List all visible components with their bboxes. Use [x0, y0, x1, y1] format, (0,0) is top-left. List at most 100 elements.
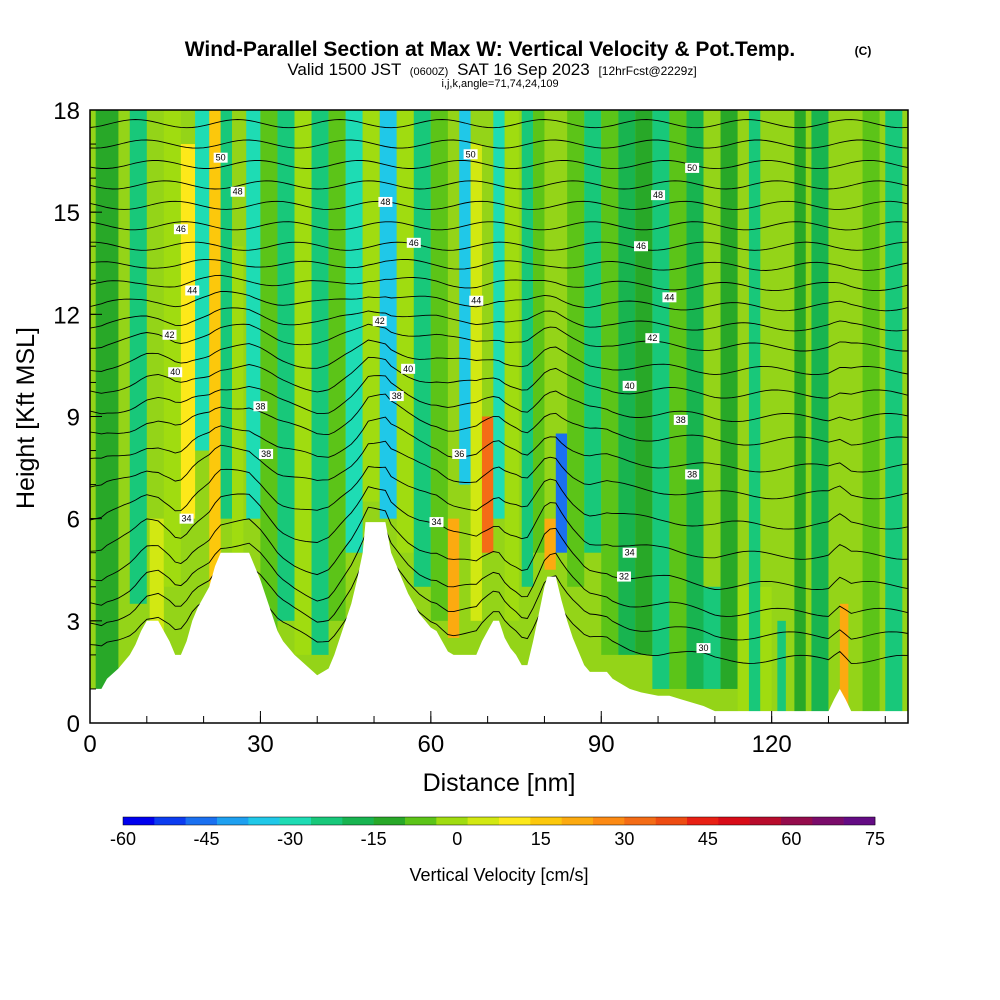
velocity-cell: [459, 110, 471, 485]
theta-contour-line: [90, 526, 908, 617]
colorbar-swatch: [467, 817, 500, 825]
contour-label-box: [213, 152, 228, 163]
colorbar: -60 -45 -30 -15 0 15 30 45 60 75: [110, 816, 885, 849]
theta-contour-line: [90, 339, 908, 376]
velocity-cell: [760, 586, 772, 713]
x-axis-title: Distance [nm]: [423, 769, 576, 797]
theta-contour-line: [90, 466, 908, 530]
y-tick-label: 3: [67, 609, 80, 636]
velocity-cell: [149, 518, 164, 638]
forecast-info: [12hrFcst@2229z]: [598, 64, 696, 78]
contour-label: 40: [403, 364, 413, 374]
contour-label-box: [662, 292, 677, 303]
colorbar-swatch: [593, 817, 625, 825]
x-tick-label: 60: [417, 731, 444, 758]
y-tick-label: 9: [67, 405, 80, 432]
contour-label-box: [185, 285, 200, 296]
colorbar-swatch: [311, 817, 343, 825]
velocity-cell: [862, 110, 880, 713]
contour-label-box: [673, 414, 688, 425]
velocity-cell: [95, 110, 119, 723]
contour-label: 38: [392, 391, 402, 401]
colorbar-tick-label: -60: [110, 829, 136, 849]
colorbar-swatch: [217, 817, 249, 825]
velocity-cell: [246, 110, 261, 519]
contour-label-box: [696, 643, 711, 654]
contour-label-box: [378, 196, 393, 207]
contour-label: 34: [625, 548, 635, 558]
theta-contour-line: [90, 375, 908, 423]
plot-area: 50 50 50 48 48 48 46 46 46 44 44 44 42 42 42 40 40 40 38 38…: [90, 110, 908, 723]
colorbar-swatch: [405, 817, 437, 825]
contour-label: 50: [466, 149, 476, 159]
theta-contour-line: [90, 200, 908, 210]
colorbar-swatch: [154, 817, 186, 825]
colorbar-tick-label: 45: [698, 829, 718, 849]
velocity-cell: [839, 603, 849, 713]
velocity-cell: [635, 110, 653, 655]
y-tick-label: 6: [67, 507, 80, 534]
contour-label-box: [372, 316, 387, 327]
y-tick-label: 12: [53, 302, 80, 329]
contour-label-box: [406, 237, 421, 248]
contour-label-box: [645, 333, 660, 344]
terrain: [90, 522, 908, 723]
contour-label: 32: [619, 572, 629, 582]
contour-label-box: [685, 162, 700, 173]
contour-label: 50: [216, 153, 226, 163]
velocity-cell: [277, 110, 295, 621]
contour-label-box: [622, 380, 637, 391]
theta-contour-line: [90, 291, 908, 312]
contour-label: 42: [375, 316, 385, 326]
colorbar-swatch: [248, 817, 280, 825]
contour-label-box: [463, 149, 478, 160]
y-axis-title: Height [Kft MSL]: [12, 327, 40, 509]
colorbar-swatch: [843, 817, 876, 825]
velocity-cell: [652, 110, 670, 689]
colorbar-swatch: [718, 817, 750, 825]
velocity-cell: [533, 110, 545, 553]
contour-label: 50: [687, 163, 697, 173]
velocity-cell: [555, 433, 568, 553]
colorbar-tick-label: 75: [865, 829, 885, 849]
colorbar-tick-label: -15: [361, 829, 387, 849]
x-tick-label: 90: [588, 731, 615, 758]
colorbar-tick-label: 0: [452, 829, 462, 849]
velocity-cell: [447, 518, 460, 638]
y-tick-label: 15: [53, 200, 80, 227]
velocity-cell: [737, 586, 749, 713]
contour-label: 48: [233, 187, 243, 197]
colorbar-swatch: [499, 817, 531, 825]
velocity-cell: [777, 620, 786, 713]
velocity-cell: [544, 518, 556, 570]
colorbar-swatch: [436, 817, 468, 825]
contour-label: 34: [432, 517, 442, 527]
colorbar-swatch: [279, 817, 312, 825]
velocity-cell: [396, 110, 414, 553]
chart-title: Wind-Parallel Section at Max W: Vertical…: [185, 38, 796, 61]
theta-contours: [90, 119, 908, 664]
velocity-cell: [294, 110, 312, 655]
theta-contour-line: [90, 221, 908, 231]
valid-utc: (0600Z): [410, 66, 449, 78]
colorbar-tick-label: -30: [277, 829, 303, 849]
contour-label: 44: [187, 285, 197, 295]
contour-label-box: [389, 391, 404, 402]
velocity-cell: [748, 110, 761, 713]
copyright-mark: (C): [855, 44, 872, 58]
colorbar-swatch: [812, 817, 844, 825]
contour-label: 44: [471, 296, 481, 306]
contour-label-box: [452, 448, 467, 459]
contour-label-box: [168, 367, 183, 378]
contour-label: 36: [454, 449, 464, 459]
velocity-cell: [220, 110, 233, 519]
contour-label: 30: [698, 643, 708, 653]
colorbar-swatch: [342, 817, 374, 825]
contour-label: 44: [664, 292, 674, 302]
colorbar-swatch: [687, 817, 719, 825]
theta-contour-line: [90, 393, 908, 446]
velocity-cell: [686, 110, 704, 689]
valid-main: Valid 1500 JST: [287, 60, 401, 79]
velocity-cell: [521, 110, 534, 587]
contour-label: 46: [636, 241, 646, 251]
